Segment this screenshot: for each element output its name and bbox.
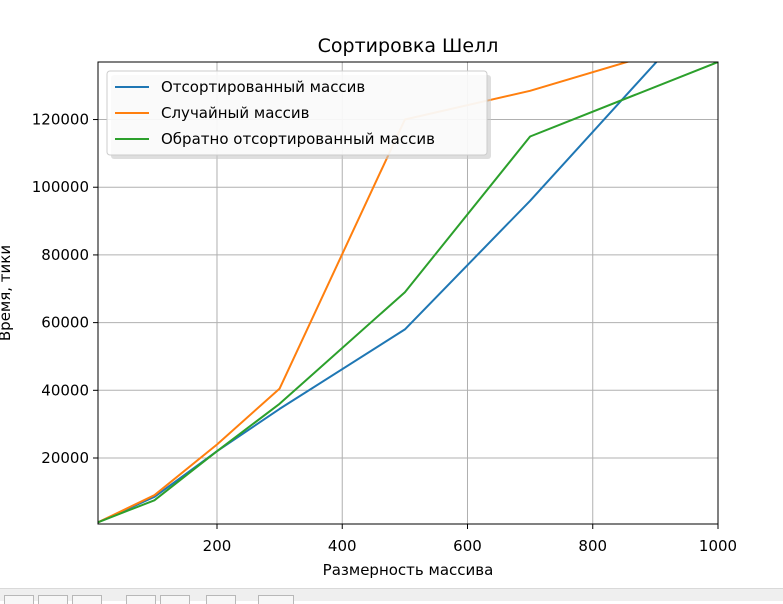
- series-line-reverse: [98, 62, 718, 524]
- y-axis-ticks: 20000 40000 60000 80000 100000 120000: [32, 111, 98, 467]
- y-tick-label: 80000: [41, 246, 89, 264]
- x-tick-label: 800: [578, 537, 607, 555]
- x-tick-label: 600: [453, 537, 482, 555]
- y-tick-label: 100000: [32, 178, 89, 196]
- series-line-sorted: [98, 62, 658, 524]
- x-axis-ticks: 200 400 600 800 1000: [203, 524, 737, 555]
- legend-label-reverse: Обратно отсортированный массив: [161, 130, 435, 148]
- legend-box: [106, 70, 488, 156]
- x-tick-label: 1000: [699, 537, 737, 555]
- y-tick-label: 60000: [41, 314, 89, 332]
- legend-label-random: Случайный массив: [161, 104, 310, 122]
- legend: Отсортированный массив Случайный массив …: [106, 70, 491, 159]
- series-line-random: [98, 62, 631, 524]
- y-tick-label: 40000: [41, 381, 89, 399]
- navigation-toolbar: [0, 588, 783, 604]
- x-tick-label: 200: [203, 537, 232, 555]
- legend-label-sorted: Отсортированный массив: [161, 78, 365, 96]
- series-lines: [98, 62, 718, 524]
- y-axis-label: Время, тики: [0, 245, 14, 341]
- chart-title: Сортировка Шелл: [318, 35, 499, 57]
- y-tick-label: 20000: [41, 449, 89, 467]
- x-axis-label: Размерность массива: [323, 561, 494, 579]
- y-tick-label: 120000: [32, 111, 89, 129]
- plot-frame: [97, 61, 719, 525]
- x-tick-label: 400: [328, 537, 357, 555]
